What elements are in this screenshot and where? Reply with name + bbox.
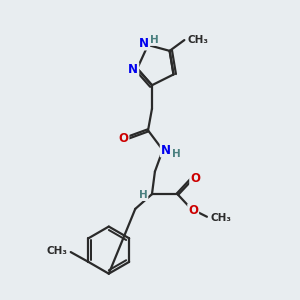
- Text: CH₃: CH₃: [47, 246, 68, 256]
- Text: O: O: [190, 172, 200, 185]
- Text: H: H: [172, 149, 181, 159]
- Text: O: O: [118, 132, 128, 145]
- Text: N: N: [161, 143, 171, 157]
- Text: H: H: [139, 190, 148, 200]
- Text: H: H: [150, 35, 158, 45]
- Text: CH₃: CH₃: [211, 213, 232, 223]
- Text: N: N: [128, 63, 138, 76]
- Text: N: N: [139, 37, 149, 50]
- Text: CH₃: CH₃: [187, 35, 208, 45]
- Text: O: O: [188, 204, 198, 218]
